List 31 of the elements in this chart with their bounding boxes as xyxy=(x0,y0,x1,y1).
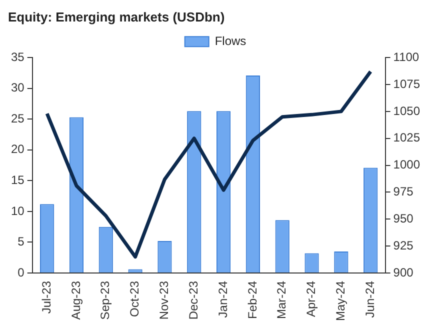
x-tick-label: Jul-23 xyxy=(39,280,54,314)
y-tick-label: 25 xyxy=(10,111,25,126)
x-tick-label: Nov-23 xyxy=(157,280,172,320)
y2-tick-label: 1025 xyxy=(393,130,420,145)
y-tick-label: 35 xyxy=(10,50,25,64)
y-tick-label: 15 xyxy=(10,172,25,187)
y2-tick-label: 1100 xyxy=(393,50,420,64)
x-tick-label: Feb-24 xyxy=(245,280,260,320)
x-tick-label: Jun-24 xyxy=(362,280,377,318)
y2-tick-label: 900 xyxy=(393,265,414,280)
y-tick-label: 10 xyxy=(10,204,25,218)
y2-tick-label: 1075 xyxy=(393,76,420,91)
y2-tick-label: 975 xyxy=(393,184,414,199)
y-tick-label: 0 xyxy=(18,265,25,280)
y2-tick-label: 925 xyxy=(393,238,414,252)
x-tick-label: Apr-24 xyxy=(304,280,318,318)
x-tick-label: Jan-24 xyxy=(216,280,230,318)
y-tick-label: 5 xyxy=(18,234,25,249)
x-tick-label: Dec-23 xyxy=(186,280,200,320)
x-tick-label: Sep-23 xyxy=(98,280,112,320)
y-tick-label: 20 xyxy=(10,142,25,156)
chart-title: Equity: Emerging markets (USDbn) xyxy=(8,9,225,24)
y-tick-label: 30 xyxy=(10,80,25,95)
x-tick-label: Mar-24 xyxy=(274,280,289,319)
x-tick-label: Aug-23 xyxy=(68,280,83,320)
y2-tick-label: 1000 xyxy=(393,158,420,172)
legend-label: Flows xyxy=(214,34,246,48)
x-tick-label: May-24 xyxy=(334,280,348,321)
x-tick-label: Oct-23 xyxy=(128,280,142,317)
y2-tick-label: 950 xyxy=(393,211,414,226)
y2-tick-label: 1050 xyxy=(393,104,420,118)
